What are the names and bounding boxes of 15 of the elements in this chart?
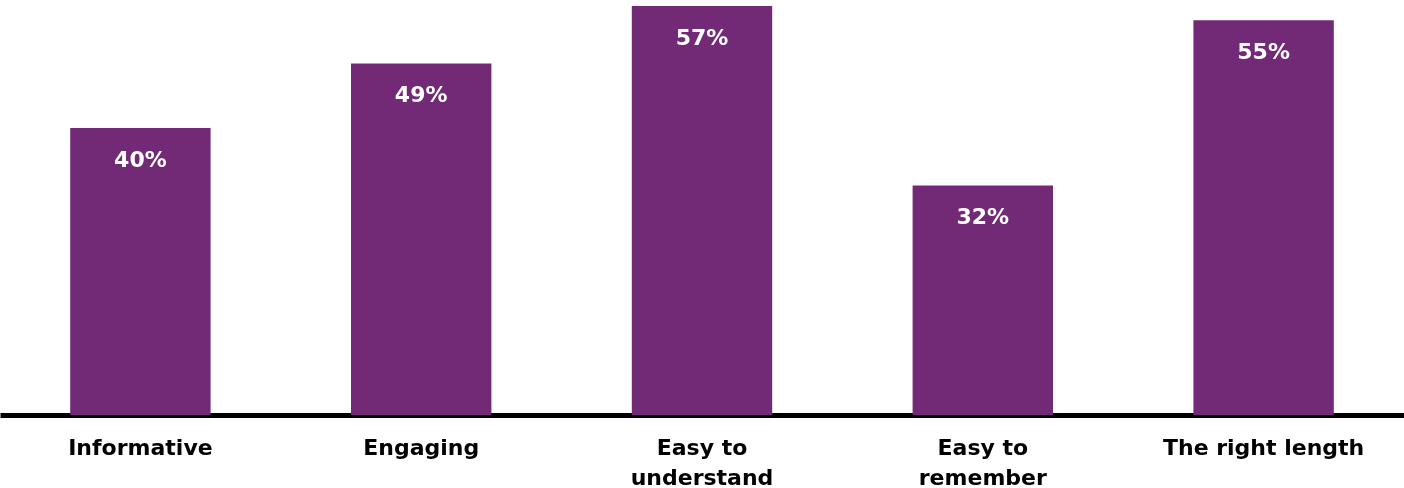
bar (351, 63, 492, 415)
data-label: 55% (1237, 39, 1290, 65)
x-tick-label: Informative (68, 434, 213, 460)
data-label: 57% (675, 25, 729, 50)
bar (912, 185, 1053, 415)
data-label: 49% (394, 82, 448, 108)
x-tick-label: The right length (1162, 434, 1365, 460)
bar (631, 6, 773, 415)
x-tick-label: Engaging (363, 434, 480, 460)
bar (1193, 20, 1334, 415)
data-label: 32% (956, 204, 1010, 230)
bar (70, 127, 211, 415)
x-tick-label: Easy to understand (630, 434, 774, 488)
data-label: 40% (114, 146, 167, 172)
x-tick-label: Easy to remember (918, 434, 1047, 488)
